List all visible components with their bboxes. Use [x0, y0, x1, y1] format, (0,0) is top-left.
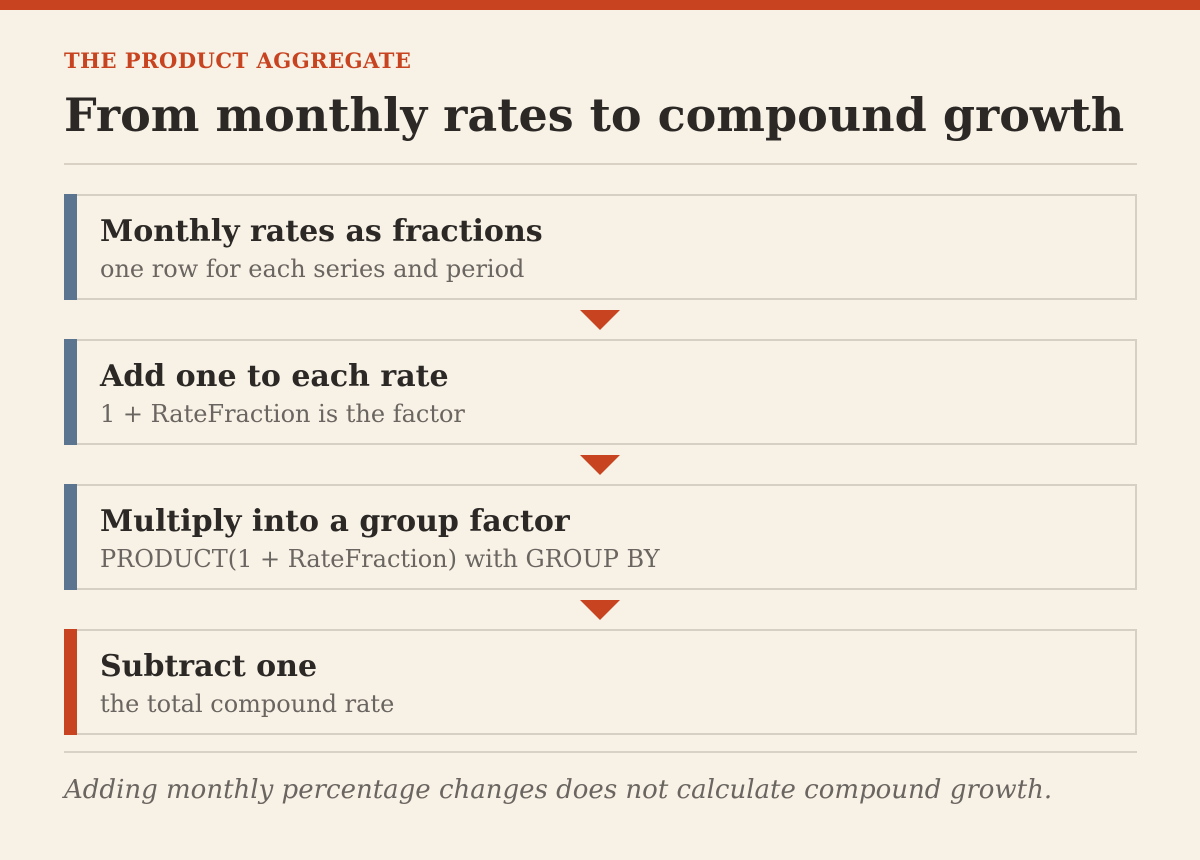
- down-arrow-icon: [580, 455, 620, 475]
- step-accent-bar: [64, 484, 77, 590]
- step-box-1: Monthly rates as fractions one row for e…: [64, 194, 1137, 300]
- down-arrow-icon: [580, 600, 620, 620]
- step-box-2: Add one to each rate 1 + RateFraction is…: [64, 339, 1137, 445]
- step-subtitle: PRODUCT(1 + RateFraction) with GROUP BY: [100, 545, 660, 573]
- footnote-caption: Adding monthly percentage changes does n…: [64, 775, 1053, 805]
- divider-bottom: [64, 751, 1137, 753]
- divider-top: [64, 163, 1137, 165]
- step-subtitle: the total compound rate: [100, 690, 395, 718]
- eyebrow-label: THE PRODUCT AGGREGATE: [64, 48, 412, 73]
- step-title: Monthly rates as fractions: [100, 214, 543, 249]
- top-accent-bar: [0, 0, 1200, 10]
- page-title: From monthly rates to compound growth: [64, 88, 1125, 142]
- step-accent-bar: [64, 194, 77, 300]
- step-subtitle: 1 + RateFraction is the factor: [100, 400, 465, 428]
- step-accent-bar: [64, 339, 77, 445]
- step-accent-bar-final: [64, 629, 77, 735]
- step-title: Multiply into a group factor: [100, 504, 570, 539]
- step-box-3: Multiply into a group factor PRODUCT(1 +…: [64, 484, 1137, 590]
- step-title: Subtract one: [100, 649, 318, 684]
- step-title: Add one to each rate: [100, 359, 449, 394]
- down-arrow-icon: [580, 310, 620, 330]
- step-box-4: Subtract one the total compound rate: [64, 629, 1137, 735]
- step-subtitle: one row for each series and period: [100, 255, 525, 283]
